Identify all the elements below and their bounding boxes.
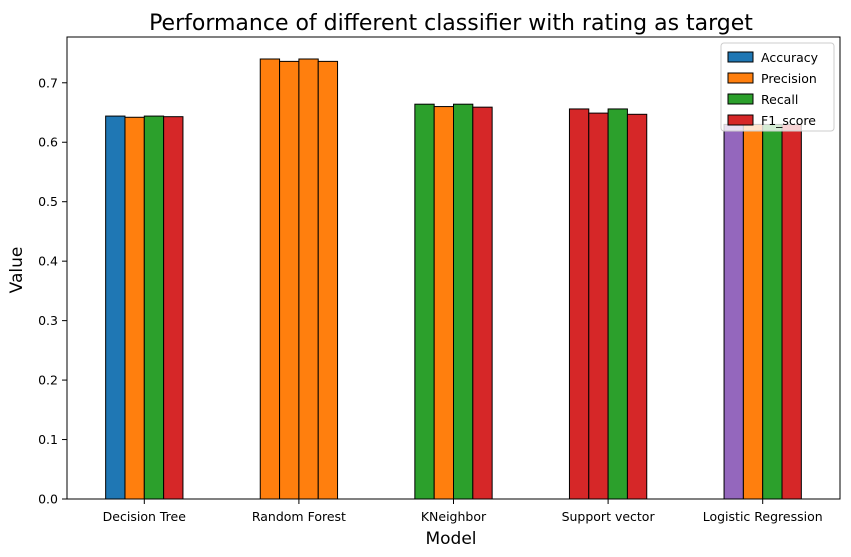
y-tick-label: 0.0 — [38, 492, 58, 507]
y-tick-label: 0.1 — [38, 432, 58, 447]
bar-precision-3 — [588, 112, 609, 500]
x-tick-label: Random Forest — [252, 509, 346, 524]
bar-f1-score-2 — [472, 106, 493, 500]
bar-precision-2 — [433, 106, 454, 500]
bar-recall-0 — [143, 115, 165, 500]
bar-recall-3 — [607, 108, 628, 500]
bar-recall-2 — [453, 103, 474, 500]
legend-label: Recall — [761, 92, 798, 107]
x-ticks-group: Decision Tree Random Forest KNeighbor Suppo… — [103, 499, 823, 524]
y-tick-label: 0.5 — [38, 194, 58, 209]
legend-box — [720, 42, 835, 132]
y-tick-label: 0.3 — [38, 313, 58, 328]
bar-accuracy-1 — [259, 58, 281, 500]
y-tick-label: 0.7 — [38, 75, 58, 90]
bar-f1-score-1 — [317, 60, 339, 500]
x-tick-label: Logistic Regression — [703, 509, 823, 524]
bar-recall-4 — [762, 123, 783, 500]
legend: Accuracy Precision Recall F1_score — [720, 42, 835, 132]
bar-accuracy-3 — [568, 108, 590, 500]
legend-swatch — [727, 72, 754, 84]
legend-label: F1_score — [761, 113, 816, 128]
y-tick-label: 0.6 — [38, 135, 58, 150]
legend-swatch — [727, 51, 754, 63]
bar-accuracy-2 — [414, 103, 435, 500]
legend-swatch — [727, 93, 754, 105]
bar-f1-score-0 — [163, 116, 184, 500]
y-axis-label: Value — [7, 247, 27, 294]
y-ticks-group: 0.0 0.1 0.2 0.3 0.4 0.5 0.6 0.7 — [38, 75, 67, 507]
bar-precision-1 — [279, 60, 300, 500]
legend-label: Accuracy — [761, 50, 819, 65]
bar-precision-0 — [124, 116, 145, 500]
plot-frame — [66, 36, 841, 500]
x-axis-label: Model — [425, 529, 476, 549]
x-tick-label: Decision Tree — [103, 509, 187, 524]
bar-precision-4 — [742, 123, 764, 500]
bar-accuracy-4 — [723, 123, 744, 500]
x-tick-label: Support vector — [562, 509, 656, 524]
bar-f1-score-3 — [626, 113, 648, 500]
bar-recall-1 — [298, 58, 319, 500]
bar-accuracy-0 — [105, 115, 126, 500]
bar-f1-score-4 — [781, 123, 802, 500]
chart-title: Performance of different classifier with… — [149, 11, 753, 36]
x-tick-label: KNeighbor — [421, 509, 487, 524]
bars-group — [105, 58, 802, 500]
legend-swatch — [727, 114, 754, 126]
y-tick-label: 0.4 — [38, 254, 58, 269]
y-tick-label: 0.2 — [38, 373, 58, 388]
legend-label: Precision — [761, 71, 817, 86]
